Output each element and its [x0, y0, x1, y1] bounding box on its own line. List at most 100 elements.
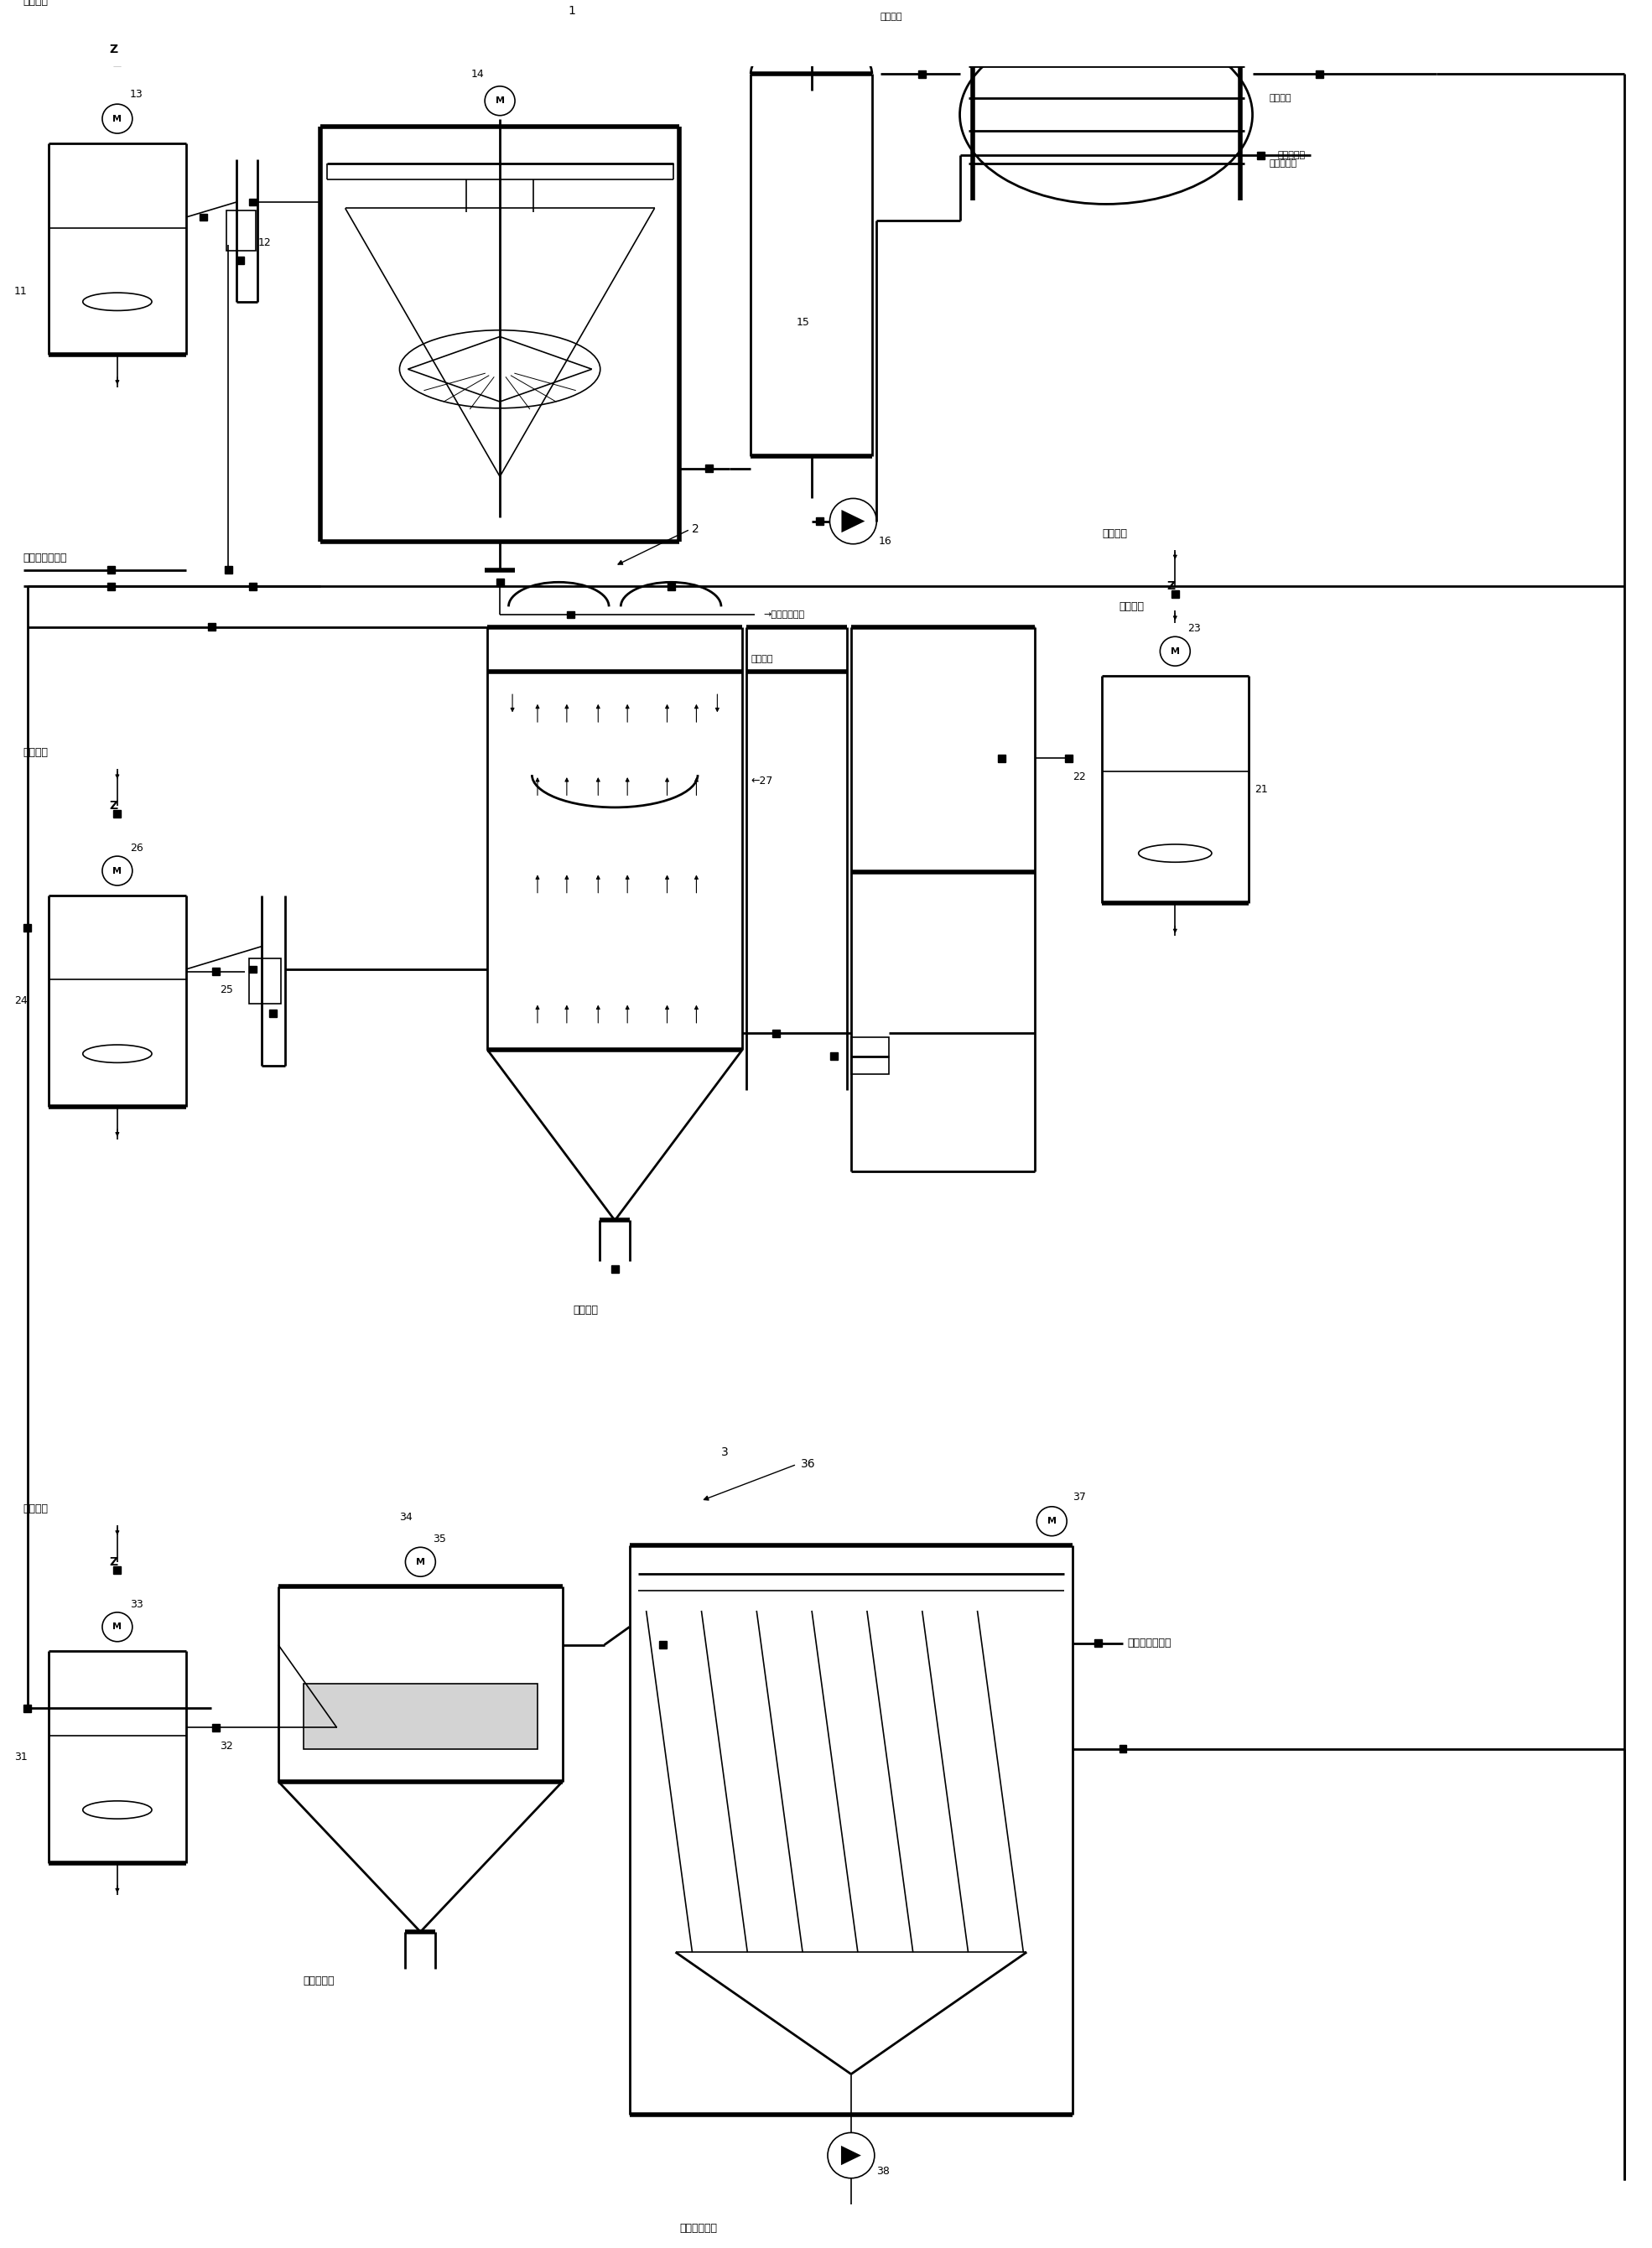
Ellipse shape [1138, 845, 1211, 863]
Circle shape [405, 1547, 436, 1576]
Ellipse shape [83, 1801, 152, 1819]
Text: 生产给水: 生产给水 [1102, 528, 1127, 540]
Circle shape [1037, 1506, 1067, 1535]
Bar [1257, 151, 1264, 160]
Text: 生产给水: 生产给水 [23, 1504, 48, 1515]
Bar [114, 1567, 121, 1574]
Ellipse shape [83, 292, 152, 310]
Ellipse shape [83, 1045, 152, 1063]
Bar [851, 1039, 889, 1075]
Ellipse shape [400, 330, 600, 409]
Bar [611, 1266, 618, 1272]
Text: ←27: ←27 [750, 776, 773, 787]
Text: 13: 13 [131, 90, 144, 99]
Text: 14: 14 [471, 70, 484, 79]
Bar [208, 623, 215, 629]
Text: 11: 11 [15, 285, 28, 297]
Circle shape [1160, 636, 1189, 665]
Text: 38: 38 [876, 2167, 889, 2176]
Text: 3: 3 [722, 1445, 729, 1459]
Text: M: M [1047, 1517, 1056, 1526]
Polygon shape [841, 510, 866, 533]
Bar [236, 256, 244, 265]
Text: 晶种进口: 晶种进口 [750, 654, 773, 663]
Text: 砂水分离器: 砂水分离器 [304, 1976, 335, 1985]
Text: 36: 36 [801, 1459, 816, 1470]
Bar [107, 566, 114, 573]
Bar [23, 924, 31, 931]
Text: 32: 32 [220, 1740, 233, 1751]
Bar [496, 578, 504, 587]
Text: 污泥处理系统: 污泥处理系统 [679, 2223, 717, 2235]
Bar [771, 1030, 780, 1036]
Circle shape [102, 103, 132, 133]
Bar [919, 70, 925, 79]
Circle shape [828, 2133, 874, 2178]
Bar [998, 755, 1006, 762]
Text: 21: 21 [1256, 785, 1269, 796]
Bar [659, 1641, 667, 1648]
Bar [107, 582, 114, 589]
Text: 25: 25 [220, 985, 233, 996]
Text: 33: 33 [131, 1598, 144, 1610]
Bar [249, 582, 258, 589]
Text: 12: 12 [258, 238, 271, 247]
Text: M: M [1171, 647, 1180, 656]
Text: 生产给水: 生产给水 [1118, 600, 1143, 611]
Text: M: M [416, 1558, 425, 1567]
Bar [567, 611, 575, 618]
Text: M: M [496, 97, 504, 106]
Text: Z: Z [109, 1556, 117, 1567]
Text: 22: 22 [1072, 771, 1085, 782]
Bar [211, 1724, 220, 1731]
Bar [1315, 70, 1323, 79]
Bar [23, 1704, 31, 1713]
Bar [249, 958, 281, 1003]
Bar [705, 465, 712, 472]
Text: 15: 15 [796, 317, 809, 328]
Bar [200, 214, 206, 220]
Bar [831, 1052, 838, 1059]
Bar [269, 1009, 278, 1016]
Bar [304, 1684, 537, 1749]
Bar [1094, 1639, 1102, 1648]
Bar [816, 517, 823, 524]
Text: 循环回水: 循环回水 [1269, 94, 1292, 103]
Bar [249, 967, 258, 973]
Circle shape [829, 499, 877, 544]
Text: 气化炉外排黑水: 气化炉外排黑水 [23, 553, 68, 564]
Text: 循环给水: 循环给水 [881, 13, 902, 20]
Text: 26: 26 [131, 843, 144, 854]
Text: 16: 16 [879, 535, 892, 546]
Bar [1066, 755, 1072, 762]
Text: 气化炉回用: 气化炉回用 [1277, 151, 1305, 160]
Bar [225, 566, 231, 573]
Text: 生产给水: 生产给水 [23, 749, 48, 758]
Text: Z: Z [109, 43, 117, 56]
Text: 生产给水: 生产给水 [23, 0, 48, 7]
Text: M: M [112, 115, 122, 124]
Text: 24: 24 [15, 996, 28, 1007]
Circle shape [484, 85, 515, 115]
Text: 1: 1 [568, 4, 577, 16]
Text: Z: Z [109, 800, 117, 812]
Text: 2: 2 [692, 524, 699, 535]
Text: 去生化处理单元: 去生化处理单元 [1127, 1639, 1171, 1648]
Circle shape [102, 1612, 132, 1641]
Text: 31: 31 [15, 1751, 28, 1762]
Bar [667, 582, 676, 589]
Text: M: M [112, 868, 122, 874]
Text: Z: Z [1166, 580, 1175, 591]
Text: →泥渣处理系统: →泥渣处理系统 [763, 611, 805, 618]
Text: 晶体排口: 晶体排口 [573, 1304, 598, 1315]
Bar [1118, 1744, 1127, 1753]
Circle shape [102, 856, 132, 886]
Text: 35: 35 [433, 1533, 446, 1544]
Polygon shape [841, 2145, 861, 2165]
Text: 34: 34 [400, 1511, 413, 1522]
Bar [1171, 591, 1180, 598]
Text: 37: 37 [1072, 1490, 1085, 1502]
Text: 气化炉回用: 气化炉回用 [1269, 160, 1297, 169]
Text: 23: 23 [1188, 623, 1201, 634]
Bar [226, 211, 256, 252]
